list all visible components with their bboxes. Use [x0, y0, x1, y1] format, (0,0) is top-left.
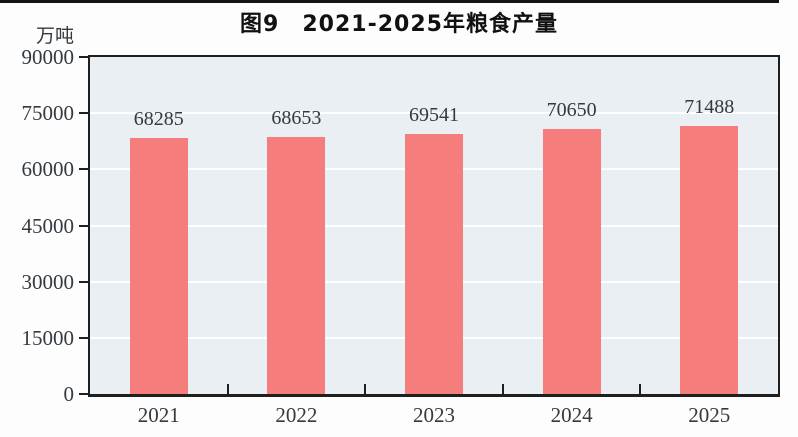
y-axis-tick-label: 45000: [21, 213, 75, 238]
bar-value-label: 70650: [546, 99, 597, 122]
y-axis-tick: [79, 112, 88, 115]
y-axis-tick: [79, 56, 88, 58]
bar: [542, 129, 601, 394]
x-axis-category-label: 2025: [688, 403, 731, 427]
bar: [129, 138, 188, 394]
gridline: [90, 112, 778, 115]
y-axis-tick: [79, 336, 88, 339]
y-axis-tick-label: 30000: [21, 269, 75, 294]
y-axis-tick-label: 90000: [21, 45, 75, 69]
bar: [680, 126, 739, 394]
bar: [267, 136, 326, 394]
chart-title: 图9 2021-2025年粮食产量: [240, 12, 558, 37]
y-axis-tick-label: 0: [63, 382, 75, 406]
x-axis-tick: [639, 384, 642, 394]
y-axis-unit-label: 万吨: [35, 26, 74, 47]
x-axis-tick: [364, 384, 367, 394]
x-axis-category-label: 2021: [137, 403, 180, 427]
y-axis-tick: [79, 280, 88, 283]
bar-value-label: 71488: [684, 96, 735, 119]
y-axis-tick: [79, 168, 88, 171]
y-axis-tick: [79, 393, 88, 395]
y-axis-tick-label: 75000: [21, 101, 75, 126]
bar: [405, 133, 463, 394]
bar-value-label: 69541: [408, 103, 459, 126]
x-axis-category-label: 2024: [550, 403, 593, 427]
y-axis-tick-label: 15000: [21, 325, 75, 350]
page-top-border: [0, 0, 779, 3]
bar-value-label: 68653: [271, 106, 322, 129]
x-axis-tick: [501, 384, 504, 394]
x-axis-category-label: 2023: [412, 403, 455, 427]
y-axis-tick: [79, 224, 88, 227]
plot-area: 68285 68653 69541 70650 71488: [79, 55, 780, 397]
x-axis-tick: [226, 384, 229, 394]
y-axis-tick-label: 60000: [21, 157, 75, 182]
x-axis-category-label: 2022: [275, 403, 318, 427]
bar-value-label: 68285: [133, 108, 184, 131]
